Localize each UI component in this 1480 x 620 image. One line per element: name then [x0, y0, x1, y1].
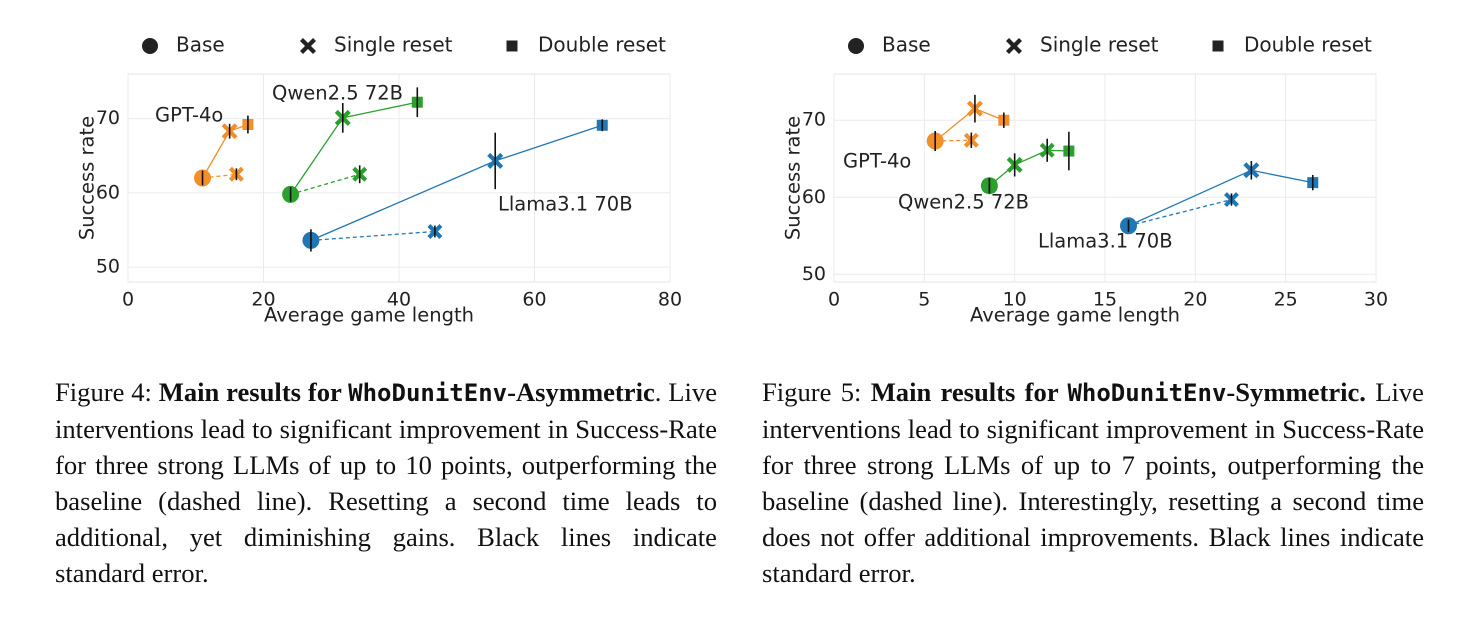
y-tick-label: 60 [802, 186, 826, 208]
series-0: GPT-4o [843, 94, 1010, 173]
legend-item: Base [848, 33, 931, 57]
x-tick-label: 5 [918, 289, 930, 311]
series-2: Llama3.1 70B [302, 119, 633, 252]
baseline-dashed-line [1128, 198, 1232, 227]
x-axis-label: Average game length [264, 304, 474, 327]
caption-title: Main results for WhoDunitEnv-Asymmetric [158, 377, 655, 407]
baseline-dashed-line [935, 139, 972, 142]
y-tick-label: 50 [96, 256, 120, 278]
legend-square-marker [506, 40, 518, 52]
legend-label: Double reset [538, 33, 666, 57]
x-tick-label: 15 [1093, 289, 1117, 311]
x-tick-label: 25 [1274, 289, 1298, 311]
series-label: GPT-4o [843, 150, 911, 173]
legend-item: Base [142, 33, 225, 57]
y-tick-label: 50 [802, 263, 826, 285]
series-label: Qwen2.5 72B [272, 82, 403, 105]
y-tick-label: 70 [802, 109, 826, 131]
series-label: GPT-4o [155, 104, 223, 127]
y-axis-label: Success rate [782, 116, 805, 240]
caption-figure-label: Figure 5: [762, 377, 862, 407]
grid [127, 74, 671, 282]
series-2: Llama3.1 70B [1038, 161, 1319, 253]
x-axis-label: Average game length [970, 304, 1180, 327]
caption-title: Main results for WhoDunitEnv-Symmetric. [870, 377, 1366, 407]
legend-label: Double reset [1244, 33, 1372, 57]
legend-label: Base [882, 33, 931, 57]
legend-label: Base [176, 33, 225, 57]
chart-asymmetric: 0 20 40 60 80 50 60 70 Average game length Succes… [76, 33, 683, 327]
caption-figure-label: Figure 4: [55, 377, 152, 407]
legend-x-marker [1006, 38, 1022, 54]
figure-5-caption: Figure 5: Main results for WhoDunitEnv-S… [762, 374, 1424, 591]
x-tick-label: 0 [122, 289, 134, 311]
series-1: Qwen2.5 72B [272, 82, 423, 203]
grid [833, 74, 1377, 282]
x-tick-label: 10 [1003, 289, 1027, 311]
caption-body: Live interventions lead to significant i… [762, 377, 1424, 588]
legend-item: Single reset [1006, 33, 1159, 57]
x-tick-label: 0 [828, 289, 840, 311]
series-label: Llama3.1 70B [1038, 230, 1173, 253]
legend: Base Single reset Double reset [142, 33, 666, 57]
series-label: Qwen2.5 72B [898, 191, 1029, 214]
legend-item: Double reset [1212, 33, 1372, 57]
legend-square-marker [1212, 40, 1224, 52]
legend-circle-marker [142, 38, 158, 54]
legend-label: Single reset [334, 33, 453, 57]
x-tick-label: 20 [1183, 289, 1207, 311]
chart-symmetric: 0 5 10 15 20 25 30 50 60 70 Average game length Suc… [782, 33, 1389, 327]
x-tick-label: 40 [387, 289, 411, 311]
y-tick-label: 60 [96, 181, 120, 203]
caption-body: Live interventions lead to significant i… [55, 377, 717, 588]
legend-item: Single reset [300, 33, 453, 57]
legend-x-marker [300, 38, 316, 54]
series-0: GPT-4o [155, 104, 254, 187]
legend: Base Single reset Double reset [848, 33, 1372, 57]
baseline-dashed-line [202, 173, 237, 179]
x-tick-label: 80 [658, 289, 682, 311]
x-tick-label: 30 [1364, 289, 1388, 311]
series-label: Llama3.1 70B [498, 193, 633, 216]
reset-line [988, 149, 1069, 187]
y-axis-label: Success rate [76, 116, 99, 240]
series-1: Qwen2.5 72B [898, 131, 1075, 214]
x-tick-label: 20 [251, 289, 275, 311]
baseline-dashed-line [290, 173, 360, 195]
y-tick-label: 70 [96, 107, 120, 129]
legend-circle-marker [848, 38, 864, 54]
legend-item: Double reset [506, 33, 666, 57]
legend-label: Single reset [1040, 33, 1159, 57]
x-tick-label: 60 [522, 289, 546, 311]
figure-4-caption: Figure 4: Main results for WhoDunitEnv-A… [55, 377, 717, 588]
